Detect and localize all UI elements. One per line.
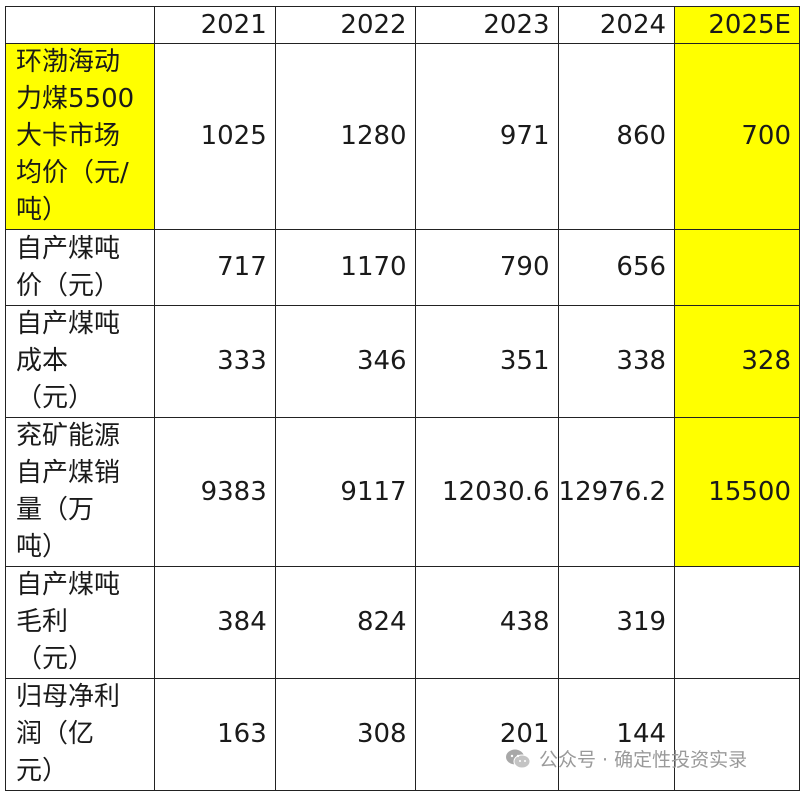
value-cell: 9383 (153, 417, 276, 567)
value-cell: 1280 (274, 43, 416, 230)
value-cell: 351 (414, 305, 559, 418)
value-cell: 15500 (674, 417, 800, 567)
value-cell (674, 678, 800, 791)
table-row: 归母净利 润（亿 元） 163 308 201 144 (5, 678, 800, 791)
watermark-text: 公众号 · 确定性投资实录 (539, 749, 748, 771)
value-cell: 1025 (153, 43, 276, 230)
year-2022-header: 2022 (274, 6, 416, 44)
table-row: 自产煤吨 价（元） 717 1170 790 656 (5, 229, 800, 306)
value-cell: 144 (557, 678, 676, 791)
value-cell: 790 (414, 229, 559, 306)
row-label-sales-volume: 兖矿能源 自产煤销 量（万 吨） (5, 417, 155, 567)
value-cell: 971 (414, 43, 559, 230)
coal-data-table: 2021 2022 2023 2024 2025E 环渤海动 力煤5500 大卡市场… (5, 6, 800, 791)
table-row: 自产煤吨 成本 （元） 333 346 351 338 328 (5, 305, 800, 418)
value-cell: 438 (414, 566, 559, 679)
row-label-coal-price: 环渤海动 力煤5500 大卡市场 均价（元/吨） (5, 43, 155, 230)
value-cell: 12976.2 (557, 417, 676, 567)
value-cell: 12030.6 (414, 417, 559, 567)
value-cell: 1170 (274, 229, 416, 306)
row-label-net-profit: 归母净利 润（亿 元） (5, 678, 155, 791)
value-cell: 384 (153, 566, 276, 679)
value-cell: 338 (557, 305, 676, 418)
year-2023-header: 2023 (414, 6, 559, 44)
value-cell: 163 (153, 678, 276, 791)
row-label-own-coal-cost: 自产煤吨 成本 （元） (5, 305, 155, 418)
header-row: 2021 2022 2023 2024 2025E (5, 6, 800, 44)
value-cell: 308 (274, 678, 416, 791)
value-cell: 201 (414, 678, 559, 791)
value-cell: 860 (557, 43, 676, 230)
value-cell: 656 (557, 229, 676, 306)
corner-cell (5, 6, 155, 44)
value-cell: 319 (557, 566, 676, 679)
value-cell: 700 (674, 43, 800, 230)
value-cell: 9117 (274, 417, 416, 567)
wechat-watermark: 公众号 · 确定性投资实录 (505, 745, 747, 772)
table-row: 自产煤吨 毛利 （元） 384 824 438 319 (5, 566, 800, 679)
value-cell: 824 (274, 566, 416, 679)
year-2024-header: 2024 (557, 6, 676, 44)
table-row: 环渤海动 力煤5500 大卡市场 均价（元/吨） 1025 1280 971 860 … (5, 43, 800, 230)
value-cell: 333 (153, 305, 276, 418)
value-cell (674, 229, 800, 306)
value-cell (674, 566, 800, 679)
wechat-icon (506, 749, 531, 768)
year-2021-header: 2021 (153, 6, 276, 44)
table-row: 兖矿能源 自产煤销 量（万 吨） 9383 9117 12030.6 12976.2 … (5, 417, 800, 567)
value-cell: 346 (274, 305, 416, 418)
value-cell: 717 (153, 229, 276, 306)
row-label-gross-profit: 自产煤吨 毛利 （元） (5, 566, 155, 679)
value-cell: 328 (674, 305, 800, 418)
year-2025e-header: 2025E (674, 6, 800, 44)
row-label-own-coal-price: 自产煤吨 价（元） (5, 229, 155, 306)
